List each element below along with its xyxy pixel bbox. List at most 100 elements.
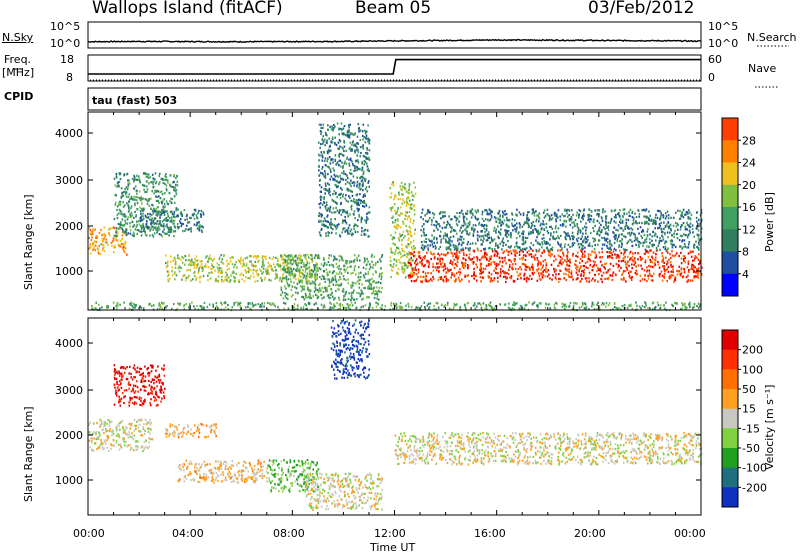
heatmap-cell: [472, 249, 475, 252]
heatmap-cell: [557, 249, 559, 252]
heatmap-cell: [210, 257, 212, 260]
heatmap-cell: [613, 241, 616, 244]
heatmap-cell: [525, 254, 527, 257]
heatmap-cell: [670, 256, 672, 259]
heatmap-cell: [546, 230, 549, 233]
heatmap-cell: [327, 260, 330, 264]
heatmap-cell: [343, 265, 345, 268]
heatmap-cell: [299, 268, 301, 271]
heatmap-cell: [543, 240, 546, 243]
heatmap-cell: [372, 266, 374, 269]
heatmap-cell: [695, 256, 697, 259]
heatmap-cell: [166, 232, 168, 235]
heatmap-cell: [477, 217, 480, 220]
heatmap-cell: [618, 255, 621, 258]
heatmap-cell: [344, 210, 346, 213]
heatmap-cell: [540, 268, 542, 271]
heatmap-cell: [88, 236, 90, 240]
heatmap-cell: [543, 269, 546, 272]
heatmap-cell: [483, 227, 486, 230]
heatmap-cell: [555, 269, 557, 272]
heatmap-cell: [633, 239, 636, 242]
heatmap-cell: [370, 283, 373, 286]
heatmap-cell: [687, 233, 690, 236]
heatmap-cell: [501, 248, 503, 251]
heatmap-cell: [142, 197, 144, 200]
heatmap-cell: [571, 226, 574, 229]
heatmap-cell: [202, 226, 204, 229]
heatmap-cell: [237, 259, 240, 262]
heatmap-cell: [524, 263, 526, 266]
heatmap-cell: [575, 214, 578, 217]
heatmap-cell: [687, 260, 690, 263]
heatmap-cell: [688, 211, 691, 214]
heatmap-cell: [174, 266, 177, 269]
heatmap-cell: [108, 228, 110, 231]
heatmap-cell: [413, 232, 416, 235]
heatmap-cell: [334, 297, 336, 300]
heatmap-cell: [323, 258, 325, 261]
heatmap-cell: [366, 165, 369, 168]
heatmap-cell: [626, 263, 628, 266]
heatmap-cell: [226, 276, 228, 279]
heatmap-cell: [354, 149, 356, 152]
heatmap-cell: [134, 204, 136, 207]
heatmap-cell: [585, 280, 588, 283]
heatmap-cell: [144, 233, 147, 236]
heatmap-cell: [314, 286, 316, 289]
heatmap-cell: [549, 238, 551, 241]
heatmap-cell: [485, 257, 488, 260]
heatmap-cell: [240, 262, 242, 265]
heatmap-cell: [493, 277, 496, 280]
heatmap-cell: [463, 253, 465, 256]
heatmap-cell: [250, 264, 253, 267]
heatmap-cell: [309, 268, 311, 271]
heatmap-cell: [592, 221, 595, 224]
xtick-6: 00:00: [674, 527, 706, 540]
heatmap-cell: [476, 257, 479, 260]
nsky-tick-top: 10^5: [50, 20, 81, 33]
heatmap-cell: [380, 267, 382, 270]
heatmap-cell: [381, 254, 384, 257]
heatmap-cell: [427, 247, 429, 250]
heatmap-cell: [506, 229, 508, 232]
heatmap-cell: [530, 222, 533, 225]
heatmap-cell: [478, 221, 481, 224]
heatmap-cell: [598, 227, 601, 230]
heatmap-cell: [431, 219, 433, 222]
heatmap-cell: [490, 214, 493, 217]
heatmap-cell: [456, 260, 459, 264]
heatmap-cell: [511, 222, 513, 225]
heatmap-cell: [473, 274, 475, 277]
heatmap-cell: [417, 252, 420, 255]
heatmap-cell: [412, 259, 414, 262]
heatmap-cell: [511, 266, 513, 269]
heatmap-cell: [266, 272, 268, 275]
heatmap-cell: [423, 240, 426, 243]
heatmap-cell: [339, 193, 341, 196]
heatmap-cell: [408, 185, 411, 188]
heatmap-cell: [542, 250, 544, 253]
heatmap-cell: [185, 259, 187, 262]
heatmap-cell: [630, 276, 632, 280]
heatmap-cell: [316, 263, 318, 266]
heatmap-cell: [166, 219, 168, 222]
heatmap-cell: [659, 210, 661, 213]
heatmap-cell: [582, 232, 584, 235]
heatmap-cell: [576, 211, 579, 214]
heatmap-cell: [645, 208, 648, 211]
heatmap-cell: [342, 154, 345, 157]
heatmap-cell: [576, 273, 579, 276]
heatmap-cell: [582, 240, 584, 243]
heatmap-cell: [648, 217, 650, 220]
heatmap-cell: [506, 276, 508, 279]
heatmap-cell: [333, 211, 335, 214]
heatmap-cell: [541, 243, 544, 246]
heatmap-cell: [327, 207, 330, 210]
heatmap-cell: [163, 225, 165, 228]
heatmap-cell: [481, 210, 484, 213]
heatmap-cell: [378, 290, 381, 293]
heatmap-cell: [165, 184, 168, 187]
heatmap-cell: [572, 244, 574, 247]
heatmap-cell: [542, 220, 544, 223]
